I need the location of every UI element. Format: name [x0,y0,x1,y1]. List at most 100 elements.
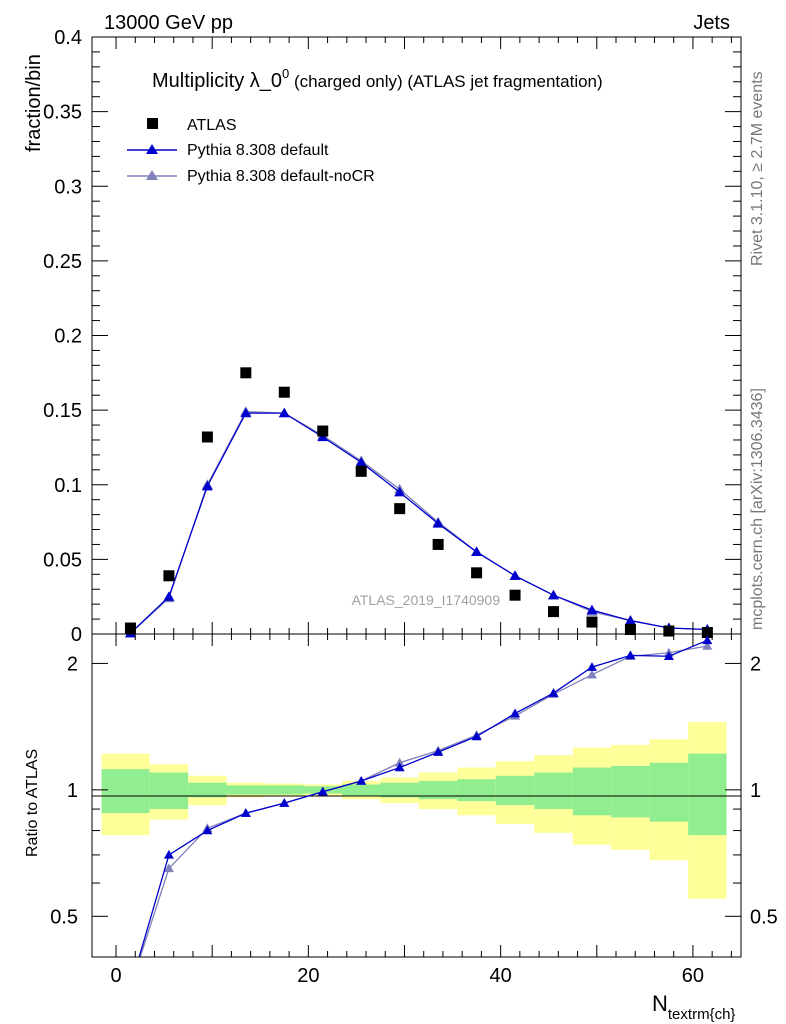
point-atlas-10 [509,589,521,601]
y-tick-label-4: 0.2 [54,326,82,348]
point-default-10 [509,570,521,580]
x-tick-label-1: 20 [297,965,319,987]
chart-title: Multiplicity λ_00 (charged only) (ATLAS … [152,66,603,92]
x-axis-label: Ntextrm{ch} [652,991,735,1023]
ratio-point-default-5 [317,786,328,796]
band-inner-2 [188,782,227,798]
ratio-point-default-1 [163,849,174,859]
y-tick-label-0: 0 [71,624,82,646]
ratio-line-default [138,639,708,957]
point-default-6 [355,456,367,467]
rivet-label: Rivet 3.1.10, ≥ 2.7M events [749,71,766,266]
point-default-4 [278,407,290,418]
band-inner-11 [534,772,573,810]
x-tick-label-0: 0 [110,965,121,987]
ratio-line-nocr [139,645,708,957]
point-atlas-3 [240,367,252,379]
band-inner-7 [380,782,419,798]
main-ylabel: fraction/bin [23,54,45,152]
ratio-y-tick-label-0: 0.5 [50,906,78,928]
band-inner-12 [572,767,612,816]
ratio-bands [101,722,727,899]
point-default-11 [548,589,560,600]
ratio-point-default-8 [433,747,444,756]
ratio-ylabel: Ratio to ATLAS [24,749,41,857]
point-default-1 [163,591,175,601]
point-atlas-6 [355,465,367,477]
ratio-point-nocr-15 [702,641,713,650]
point-atlas-11 [548,606,560,618]
band-inner-8 [418,780,458,800]
y-tick-label-6: 0.3 [54,176,82,198]
ratio-axes: 0 20 40 60 0.5 0.5 1 1 2 2 [50,634,778,987]
band-inner-0 [101,769,150,814]
legend-nocr-label: Pythia 8.308 default-noCR [187,168,375,185]
header-right: Jets [693,12,730,34]
title-sup: 0 [282,66,289,81]
point-atlas-0 [124,622,136,634]
y-tick-label-5: 0.25 [43,251,82,273]
x-tick-label-3: 60 [682,965,704,987]
point-default-3 [240,407,252,418]
ratio-point-nocr-1 [163,863,174,873]
title-main: Multiplicity λ_0 [152,70,282,92]
ratio-point-default-10 [510,708,521,718]
ratio-point-default-15 [702,635,713,645]
legend: ATLAS Pythia 8.308 default Pythia 8.308 … [127,117,375,185]
title-rest: (charged only) (ATLAS jet fragmentation) [289,72,602,91]
legend-atlas-marker [147,118,158,129]
point-default-2 [201,480,213,491]
band-inner-13 [611,765,650,818]
ratio-point-default-11 [548,688,559,697]
line-nocr [130,410,708,634]
legend-default-marker [146,144,158,154]
point-atlas-15 [701,627,713,639]
ratio-point-default-2 [202,825,213,835]
legend-default-label: Pythia 8.308 default [187,142,329,159]
ratio-series [138,635,713,957]
point-atlas-4 [278,386,290,398]
point-default-9 [471,546,483,557]
point-atlas-5 [317,425,329,437]
band-inner-1 [149,772,189,810]
y-tick-label-3: 0.15 [43,400,82,422]
ratio-y-tick-label-right-0: 0.5 [750,906,778,928]
ratio-point-default-14 [663,651,674,661]
point-atlas-12 [586,616,598,628]
header-left: 13000 GeV pp [104,12,233,34]
point-default-8 [432,518,444,528]
ratio-point-default-4 [279,798,290,807]
point-atlas-7 [394,503,406,515]
point-atlas-13 [624,624,636,636]
y-tick-label-1: 0.05 [43,549,82,571]
ratio-point-default-3 [240,808,251,817]
band-inner-4 [265,785,304,795]
ratio-point-default-6 [356,775,367,785]
ratio-y-tick-label-right-1: 1 [750,780,761,802]
x-tick-label-2: 40 [490,965,512,987]
band-inner-14 [649,762,689,822]
ratio-y-tick-label-2: 2 [67,653,78,675]
band-inner-10 [495,775,535,806]
point-atlas-9 [471,567,483,579]
legend-nocr-marker [146,170,158,180]
point-atlas-14 [663,625,675,637]
point-atlas-1 [163,570,175,582]
ratio-point-default-7 [394,762,405,772]
y-tick-label-8: 0.4 [54,27,82,49]
ratio-point-nocr-7 [394,757,405,767]
point-atlas-8 [432,538,444,550]
y-tick-label-2: 0.1 [54,475,82,497]
point-default-12 [586,604,598,615]
band-inner-3 [226,785,266,795]
main-axes: 0 0.05 0.1 0.15 0.2 0.25 0.3 0.35 0.4 [43,27,741,646]
band-inner-6 [341,784,381,796]
ratio-point-default-12 [586,662,597,671]
ratio-frame [91,633,742,958]
y-tick-label-7: 0.35 [43,102,82,124]
ratio-y-tick-label-1: 1 [67,780,78,802]
main-series [124,367,713,639]
ratio-y-tick-label-right-2: 2 [750,653,761,675]
ratio-point-default-13 [625,650,636,660]
